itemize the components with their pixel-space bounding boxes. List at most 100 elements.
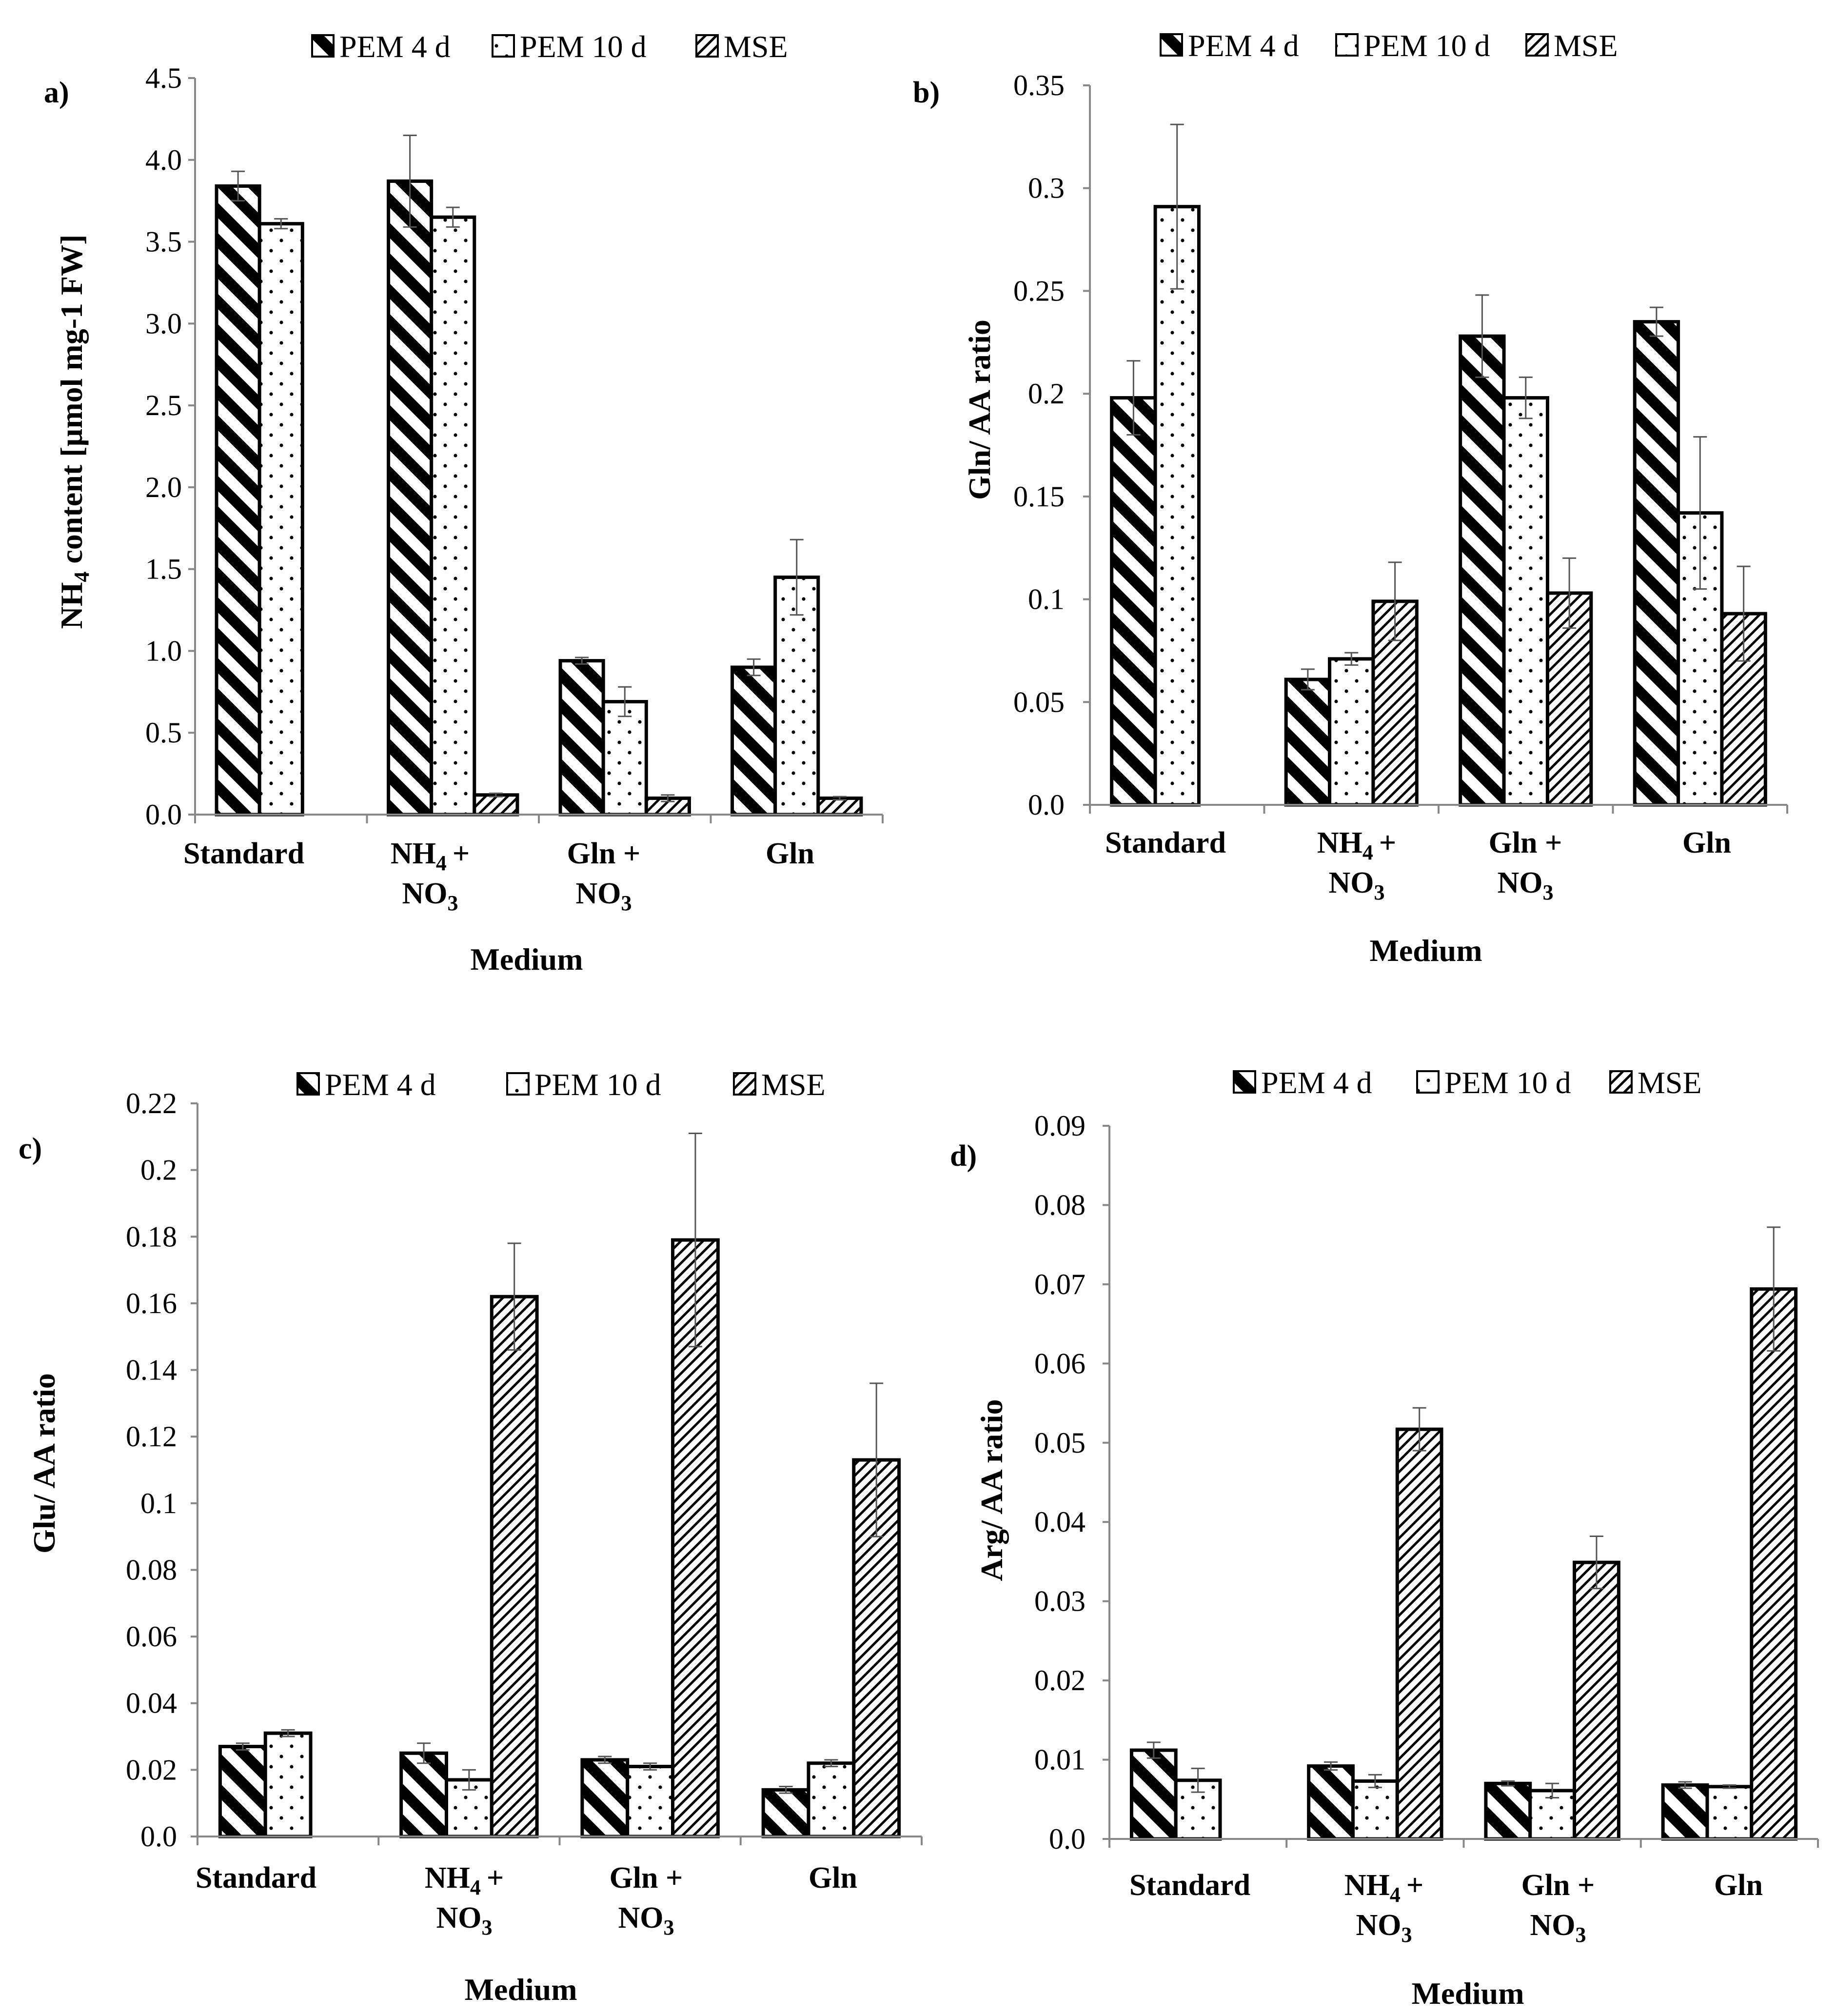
- y-tick-label: 4.0: [145, 144, 182, 176]
- bar-mse: [490, 1295, 539, 1838]
- panel-a-legend: PEM 4 d PEM 10 d MSE: [311, 29, 788, 64]
- y-tick-label: 4.5: [145, 62, 182, 94]
- panel-b-legend: PEM 4 d PEM 10 d MSE: [1160, 28, 1618, 63]
- panel-b-y-axis-title: Gln/ AA ratio: [962, 319, 997, 500]
- bar-pem-10d: [1528, 1789, 1577, 1841]
- legend-swatch-pem-10d: [1416, 1070, 1440, 1094]
- y-tick-label: 0.09: [1034, 1110, 1086, 1142]
- category-label: Gln: [766, 837, 814, 870]
- panel-d-category-labels: Standard NH4 + NO3 Gln + NO3 Gln: [1129, 1869, 1763, 1947]
- bar-pem-10d: [1502, 396, 1549, 807]
- y-tick-label: 0.05: [1034, 1427, 1086, 1459]
- y-tick-label: 1.0: [145, 635, 182, 667]
- panel-a-plot: 0.0 0.5 1.0 1.5 2.0 2.5 3.0 3.5 4.0 4.5: [145, 62, 884, 831]
- panel-a-category-labels: Standard NH4 + NO3 Gln + NO3 Gln: [183, 837, 814, 915]
- panel-d-label: d): [950, 1139, 977, 1173]
- legend-label-mse: MSE: [1638, 1065, 1702, 1100]
- legend-label-pem-10d: PEM 10 d: [520, 29, 647, 64]
- legend-swatch-mse: [1525, 33, 1549, 57]
- bar-pem-4d: [730, 665, 777, 817]
- panel-c-category-labels: Standard NH4 + NO3 Gln + NO3 Gln: [196, 1861, 857, 1939]
- category-label: NO3: [1329, 866, 1385, 904]
- category-label: NO3: [436, 1901, 493, 1939]
- bar-pem-4d: [1307, 1764, 1355, 1841]
- bar-mse: [1750, 1287, 1798, 1841]
- y-tick-label: 0.35: [1013, 69, 1065, 101]
- panel-c-label: c): [19, 1132, 42, 1165]
- category-label: NO3: [618, 1901, 674, 1939]
- bar-mse: [816, 796, 863, 817]
- bar-pem-4d: [1459, 334, 1506, 807]
- y-tick-label: 3.0: [145, 307, 182, 339]
- category-label: Gln +: [610, 1861, 683, 1895]
- legend-label-pem-10d: PEM 10 d: [1444, 1065, 1571, 1100]
- y-tick-label: 0.25: [1013, 275, 1065, 307]
- category-label: Gln: [1682, 826, 1731, 859]
- panel-b-label: b): [913, 76, 940, 109]
- panel-a-x-axis-title: Medium: [470, 942, 583, 977]
- y-tick-label: 0.0: [1049, 1823, 1086, 1855]
- category-label: Gln: [1714, 1869, 1763, 1902]
- category-label: NH4 +: [1317, 826, 1396, 864]
- panel-c: c) PEM 4 d PEM 10 d MSE Glu/ AA ratio 0.…: [19, 1067, 923, 2007]
- legend-swatch-mse: [695, 34, 719, 58]
- y-tick-label: 0.06: [1034, 1347, 1086, 1379]
- category-label: NH4 +: [391, 837, 470, 875]
- y-tick-label: 3.5: [145, 226, 182, 258]
- bar-pem-10d: [773, 575, 820, 817]
- legend-swatch-mse: [733, 1072, 756, 1096]
- panel-b-plot: 0.0 0.05 0.1 0.15 0.2 0.25 0.3 0.35: [1013, 69, 1788, 821]
- category-label: Gln +: [567, 837, 641, 870]
- y-tick-label: 0.01: [1034, 1744, 1086, 1776]
- legend-swatch-pem-10d: [506, 1072, 530, 1096]
- y-tick-label: 0.08: [1034, 1189, 1086, 1221]
- panel-a-y-axis-title: NH4 content [µmol mg-1 FW]: [54, 235, 94, 629]
- y-tick-label: 0.5: [145, 717, 182, 749]
- bar-pem-10d: [1328, 657, 1375, 807]
- legend-swatch-pem-4d: [1233, 1070, 1256, 1094]
- bar-pem-4d: [215, 184, 261, 817]
- bar-pem-10d: [1705, 1785, 1754, 1841]
- bar-pem-4d: [1129, 1748, 1178, 1841]
- legend-swatch-pem-4d: [311, 34, 335, 58]
- legend-label-pem-4d: PEM 4 d: [1261, 1065, 1372, 1100]
- legend-label-pem-10d: PEM 10 d: [1363, 28, 1490, 63]
- category-label: NO3: [402, 877, 458, 915]
- category-label: NO3: [1356, 1909, 1412, 1947]
- y-tick-label: 0.16: [126, 1287, 177, 1319]
- category-label: NO3: [576, 877, 632, 915]
- bar-pem-10d: [430, 215, 476, 817]
- category-label: Gln +: [1489, 826, 1562, 859]
- bar-pem-4d: [580, 1758, 630, 1838]
- category-label: Standard: [183, 837, 304, 870]
- category-label: NO3: [1498, 866, 1554, 904]
- panel-d-y-axis-title: Arg/ AA ratio: [974, 1399, 1009, 1581]
- y-tick-label: 0.03: [1034, 1585, 1086, 1617]
- panel-d-plot: 0.0 0.01 0.02 0.03 0.04 0.05 0.06 0.07 0.08 0.09: [1034, 1110, 1819, 1855]
- y-tick-label: 0.05: [1013, 686, 1065, 718]
- bar-pem-10d: [1351, 1779, 1399, 1841]
- legend-label-pem-4d: PEM 4 d: [325, 1067, 436, 1102]
- category-label: Standard: [1105, 826, 1226, 859]
- bar-mse: [1573, 1560, 1620, 1841]
- panel-d-x-axis-title: Medium: [1411, 1976, 1524, 2011]
- legend-swatch-mse: [1609, 1070, 1633, 1094]
- y-tick-label: 0.22: [126, 1087, 177, 1119]
- y-tick-label: 0.06: [126, 1620, 177, 1653]
- y-tick-label: 0.12: [126, 1420, 177, 1453]
- category-label: Standard: [196, 1861, 316, 1895]
- legend-label-pem-4d: PEM 4 d: [339, 29, 451, 64]
- y-tick-label: 0.1: [140, 1487, 177, 1519]
- bar-pem-10d: [807, 1761, 856, 1838]
- legend-swatch-pem-10d: [1335, 33, 1359, 57]
- panel-c-x-axis-title: Medium: [464, 1972, 577, 2007]
- y-tick-label: 0.0: [1028, 789, 1065, 821]
- y-tick-label: 0.04: [126, 1687, 177, 1719]
- panel-d: d) PEM 4 d PEM 10 d MSE Arg/ AA ratio 0.…: [950, 1065, 1819, 2011]
- y-tick-label: 0.08: [126, 1554, 177, 1586]
- category-label: Standard: [1129, 1869, 1250, 1902]
- category-label: NH4 +: [425, 1861, 504, 1899]
- y-tick-label: 0.18: [126, 1220, 177, 1253]
- panel-b-category-labels: Standard NH4 + NO3 Gln + NO3 Gln: [1105, 826, 1731, 904]
